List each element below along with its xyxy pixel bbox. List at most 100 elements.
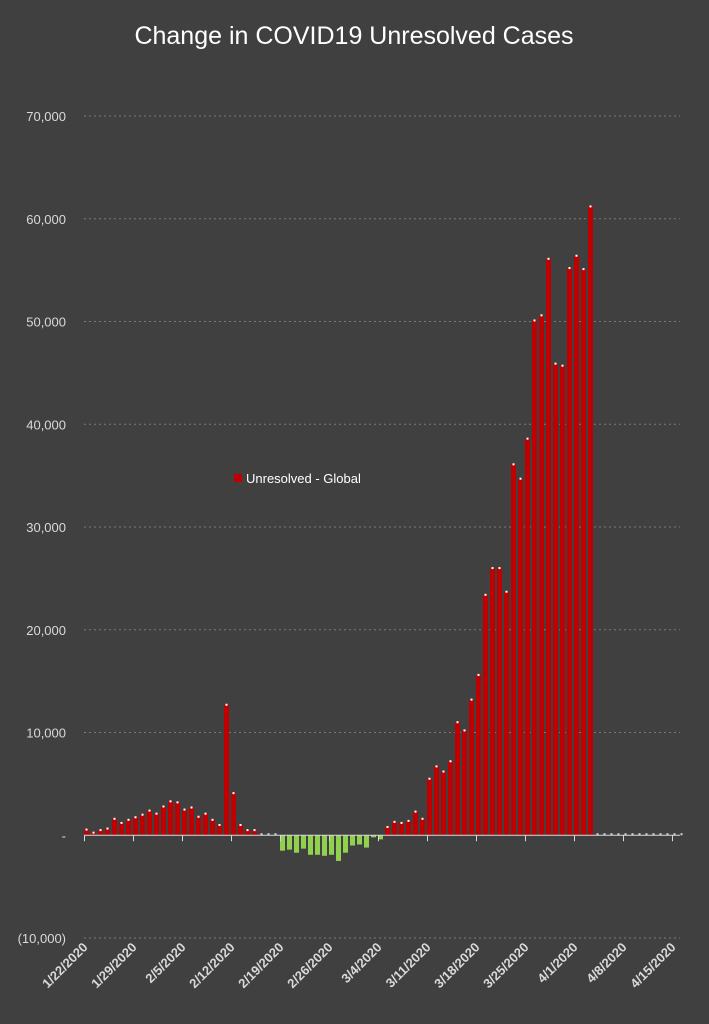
bar [315,835,320,855]
bar-cap [491,567,494,570]
bar [546,258,551,836]
x-tick-label: 4/15/2020 [627,940,679,992]
bar-cap [246,829,249,832]
bar [469,699,474,836]
bar [364,835,369,848]
bar-cap [92,831,95,834]
x-tick-label: 1/29/2020 [88,940,140,992]
bar-cap [106,827,109,830]
bar-marker [617,833,620,836]
bar-cap [155,812,158,815]
x-tick-label: 2/26/2020 [284,940,336,992]
bar [301,835,306,849]
bar [91,832,96,836]
bar-cap [477,673,480,676]
x-tick-label: 3/25/2020 [480,940,532,992]
bar-marker [666,833,669,836]
bar-cap [484,593,487,596]
bar-cap [421,817,424,820]
bar [385,827,390,836]
bar [245,830,250,836]
bar-marker [659,833,662,836]
y-tick-label: 10,000 [26,726,66,741]
bar-marker [645,833,648,836]
bar [105,828,110,836]
bar [567,268,572,836]
bar [175,802,180,836]
bar [322,835,327,856]
bar [210,819,215,836]
bar [182,809,187,836]
bar [196,816,201,836]
bar-cap [442,770,445,773]
bar-marker [596,833,599,836]
bar-cap [533,319,536,322]
bar [231,793,236,836]
bar [497,568,502,836]
bar [140,814,145,836]
y-axis-ticks: (10,000) - 10,000 20,000 30,000 40,000 50,000 6… [18,109,66,946]
bar [434,766,439,836]
bar-cap [449,760,452,763]
bar [84,829,89,836]
bar [133,817,138,836]
bar [280,835,285,851]
y-tick-label: 50,000 [26,315,66,330]
bar [441,771,446,836]
bar-cap [211,818,214,821]
bar-cap [505,590,508,593]
bar [294,835,299,853]
bar-cap [169,800,172,803]
bar [112,818,117,836]
bar [238,824,243,836]
bar [203,813,208,836]
y-tick-label: 60,000 [26,212,66,227]
x-tick-label: 2/5/2020 [142,940,188,986]
bar-marker [260,833,263,836]
bar [287,835,292,850]
bar [371,835,376,838]
bar-cap [470,698,473,701]
legend-label-unresolved-global: Unresolved - Global [246,471,361,486]
bar-cap [113,817,116,820]
x-tick-label: 3/11/2020 [383,940,434,991]
bar [574,255,579,836]
bar [147,810,152,836]
bar-marker [603,833,606,836]
bar [560,365,565,836]
y-tick-label: 40,000 [26,417,66,432]
bar-cap [99,829,102,832]
bar-cap [239,823,242,826]
x-tick-label: 4/1/2020 [534,940,580,986]
bar [126,819,131,836]
bar [511,464,516,836]
bar-cap [148,809,151,812]
bar-cap [204,812,207,815]
bar [455,722,460,836]
bar [483,594,488,836]
x-tick-label: 4/8/2020 [583,940,629,986]
bar-cap [393,820,396,823]
bar-cap [498,567,501,570]
bar-cap [540,314,543,317]
chart-title: Change in COVID19 Unresolved Cases [134,22,573,50]
bar [581,269,586,836]
bar-cap [127,818,130,821]
bar-marker [680,833,683,836]
x-tick-label: 1/22/2020 [39,940,91,992]
bar-cap [519,477,522,480]
y-tick-label: 70,000 [26,109,66,124]
bar [462,730,467,836]
bar [168,801,173,836]
bar [476,674,481,836]
x-tick-label: 2/19/2020 [235,940,287,992]
bar [399,822,404,836]
gridlines [84,115,680,939]
y-tick-label: 20,000 [26,623,66,638]
bar-cap [547,257,550,260]
bar-marker [610,833,613,836]
y-tick-label: (10,000) [18,931,66,946]
bar-marker [673,833,676,836]
